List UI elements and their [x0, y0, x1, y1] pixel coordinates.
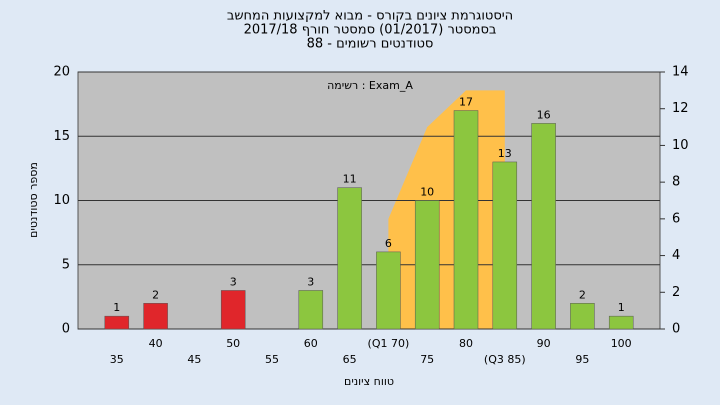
x-tick-label: 100 — [611, 337, 632, 350]
bar — [453, 110, 479, 330]
x-tick-label: 65 — [343, 353, 357, 366]
x-tick-label: 75 — [420, 353, 434, 366]
value-label: 16 — [537, 108, 551, 121]
title-line: בסמסטר (01/2017) סמסטר חורף 2017/18 — [244, 23, 497, 38]
y2-tick-label: 2 — [672, 285, 680, 300]
y-tick-label: 10 — [53, 193, 70, 208]
x-tick-label: 35 — [110, 353, 124, 366]
x-tick-label: 40 — [149, 337, 163, 350]
x-tick-label: 60 — [304, 337, 318, 350]
x-tick-label: 90 — [537, 337, 551, 350]
bar — [143, 303, 168, 330]
y-tick-label: 20 — [53, 65, 70, 80]
x-tick-label: 45 — [187, 353, 201, 366]
y2-tick-label: 12 — [672, 101, 689, 116]
value-label: 6 — [385, 237, 392, 250]
x-tick-label: 80 — [459, 337, 473, 350]
x-axis-label: טווח ציונים — [344, 375, 394, 388]
value-label: 2 — [152, 288, 159, 301]
value-label: 3 — [230, 275, 237, 288]
bar — [220, 290, 246, 330]
bar — [337, 187, 362, 330]
y-tick-label: 15 — [53, 129, 70, 144]
value-label: 17 — [459, 96, 473, 109]
x-tick-label: 55 — [265, 353, 279, 366]
value-label: 3 — [307, 275, 314, 288]
y2-tick-label: 8 — [672, 175, 680, 190]
bar — [414, 200, 440, 330]
value-label: 10 — [420, 186, 434, 199]
title-line: 88 - סטודנטים רשומים — [307, 37, 434, 52]
y2-tick-label: 4 — [672, 248, 680, 263]
y2-tick-label: 6 — [672, 211, 680, 226]
y2-tick-label: 0 — [672, 322, 680, 337]
bar — [298, 290, 324, 330]
value-label: 1 — [618, 301, 625, 314]
y2-tick-label: 14 — [672, 65, 689, 80]
x-tick-label: (Q1 70) — [368, 337, 410, 350]
x-tick-label: 95 — [575, 353, 589, 366]
y-axis-label: מספר סטודנטים — [27, 162, 40, 238]
bar — [376, 251, 401, 330]
x-tick-label: (Q3 85) — [484, 353, 526, 366]
bar — [492, 161, 518, 330]
title-line: היסטוגרמת ציונים בקורס - מבוא למקצועות ה… — [227, 9, 513, 24]
x-tick-label: 50 — [226, 337, 240, 350]
bar — [570, 303, 595, 330]
value-label: 11 — [343, 173, 357, 186]
value-label: 1 — [113, 301, 120, 314]
y-tick-label: 5 — [62, 257, 70, 272]
y-tick-label: 0 — [62, 322, 70, 337]
bar — [531, 123, 556, 330]
annotation: רשימה : Exam_A — [327, 79, 413, 92]
value-label: 13 — [498, 147, 512, 160]
bar — [104, 315, 130, 330]
value-label: 2 — [579, 288, 586, 301]
y2-tick-label: 10 — [672, 138, 689, 153]
bar — [608, 315, 634, 330]
